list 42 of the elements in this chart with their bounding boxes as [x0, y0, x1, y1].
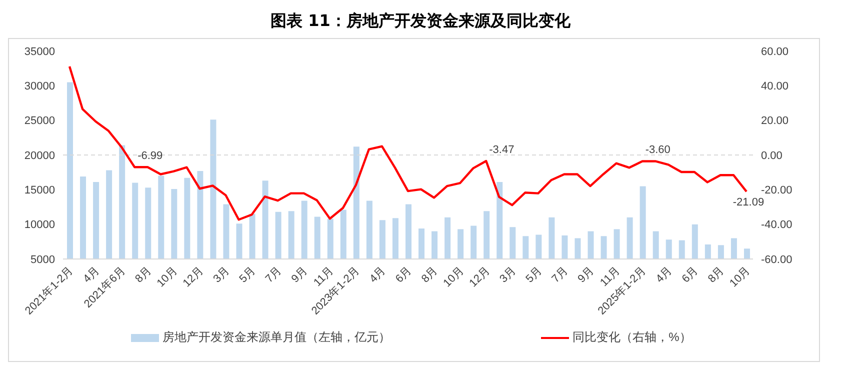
x-tick-label: 3月 — [498, 264, 518, 286]
x-tick-label: 10月 — [154, 264, 180, 290]
data-label: -21.09 — [732, 196, 764, 209]
y-tick-label: 25000 — [24, 115, 55, 128]
y2-tick-label: 60.00 — [761, 46, 789, 58]
x-tick-label: 7月 — [550, 264, 570, 286]
x-tick-label: 9月 — [289, 264, 310, 286]
x-tick-label: 6月 — [394, 264, 414, 286]
y-tick-label: 5000 — [30, 254, 55, 266]
y2-tick-label: -60.00 — [761, 254, 792, 266]
data-label: -3.47 — [489, 144, 514, 156]
x-tick-label: 10月 — [728, 264, 753, 290]
x-tick-label: 4月 — [81, 264, 102, 286]
x-tick-label: 4月 — [654, 264, 674, 286]
x-tick-label: 3月 — [211, 264, 232, 286]
legend-label: 同比变化（右轴，%） — [572, 329, 692, 346]
data-label: -6.99 — [138, 150, 163, 162]
y2-tick-label: 40.00 — [761, 80, 789, 93]
x-tick-label: 5月 — [237, 264, 258, 286]
y2-tick-label: 0.00 — [761, 150, 782, 162]
y-tick-label: 10000 — [24, 219, 55, 232]
y-tick-label: 30000 — [24, 80, 55, 93]
x-tick-label: 12月 — [467, 264, 492, 290]
x-tick-label: 8月 — [420, 264, 440, 286]
data-label: -3.60 — [645, 144, 670, 156]
x-tick-label: 6月 — [680, 264, 701, 286]
x-tick-label: 8月 — [706, 264, 727, 286]
x-tick-label: 8月 — [133, 264, 154, 286]
y-tick-label: 35000 — [24, 46, 55, 58]
y2-tick-label: -40.00 — [761, 219, 792, 232]
y2-tick-label: -20.00 — [761, 184, 792, 197]
y-tick-label: 20000 — [24, 150, 55, 162]
y-tick-label: 15000 — [24, 184, 55, 197]
y2-tick-label: 20.00 — [761, 115, 789, 128]
x-tick-label: 5月 — [524, 264, 544, 286]
chart-title: 图表 11：房地产开发资金来源及同比变化 — [270, 10, 572, 32]
x-tick-label: 12月 — [180, 264, 206, 290]
x-tick-label: 10月 — [441, 264, 466, 290]
x-tick-label: 9月 — [576, 264, 596, 286]
legend-label: 房地产开发资金来源单月值（左轴，亿元） — [162, 329, 391, 346]
x-tick-label: 7月 — [263, 264, 284, 286]
x-tick-label: 4月 — [367, 264, 388, 286]
